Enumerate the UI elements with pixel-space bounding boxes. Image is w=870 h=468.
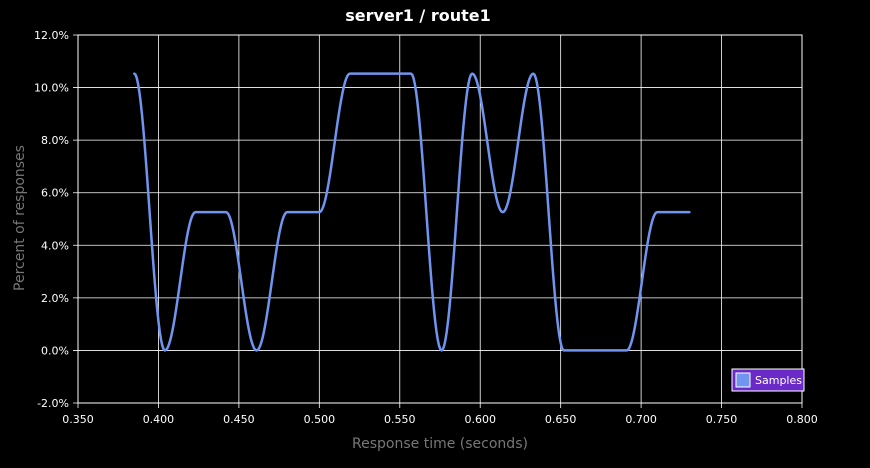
y-tick-label: 2.0% bbox=[41, 292, 69, 305]
y-tick-label: 10.0% bbox=[34, 82, 69, 95]
x-axis-ticks: 0.350 0.400 0.450 0.500 0.550 0.600 0.650 0.700… bbox=[62, 413, 818, 426]
x-tick-label: 0.750 bbox=[706, 413, 738, 426]
y-axis-ticks: -2.0% 0.0% 2.0% 4.0% 6.0% 8.0% 10.0% 12.0% bbox=[34, 29, 69, 410]
x-axis-title: Response time (seconds) bbox=[352, 436, 528, 452]
x-tick-label: 0.400 bbox=[143, 413, 175, 426]
series-line bbox=[133, 72, 691, 352]
y-axis-title: Percent of responses bbox=[12, 145, 28, 291]
y-tick-label: 8.0% bbox=[41, 134, 69, 147]
legend-swatch bbox=[735, 372, 751, 388]
x-tick-label: 0.350 bbox=[62, 413, 94, 426]
legend-label-samples: Samples bbox=[755, 374, 802, 387]
y-tick-label: 4.0% bbox=[41, 239, 69, 252]
grid bbox=[73, 34, 803, 408]
x-tick-label: 0.800 bbox=[786, 413, 818, 426]
x-tick-label: 0.450 bbox=[223, 413, 255, 426]
x-tick-label: 0.550 bbox=[384, 413, 416, 426]
legend[interactable]: Samples bbox=[731, 368, 805, 392]
x-tick-label: 0.700 bbox=[625, 413, 657, 426]
x-tick-label: 0.500 bbox=[304, 413, 336, 426]
x-tick-label: 0.600 bbox=[464, 413, 496, 426]
y-tick-label: 6.0% bbox=[41, 187, 69, 200]
chart-title: server1 / route1 bbox=[345, 6, 490, 25]
y-tick-label: 12.0% bbox=[34, 29, 69, 42]
y-tick-label: 0.0% bbox=[41, 344, 69, 357]
y-tick-label: -2.0% bbox=[37, 397, 69, 410]
x-tick-label: 0.650 bbox=[545, 413, 577, 426]
